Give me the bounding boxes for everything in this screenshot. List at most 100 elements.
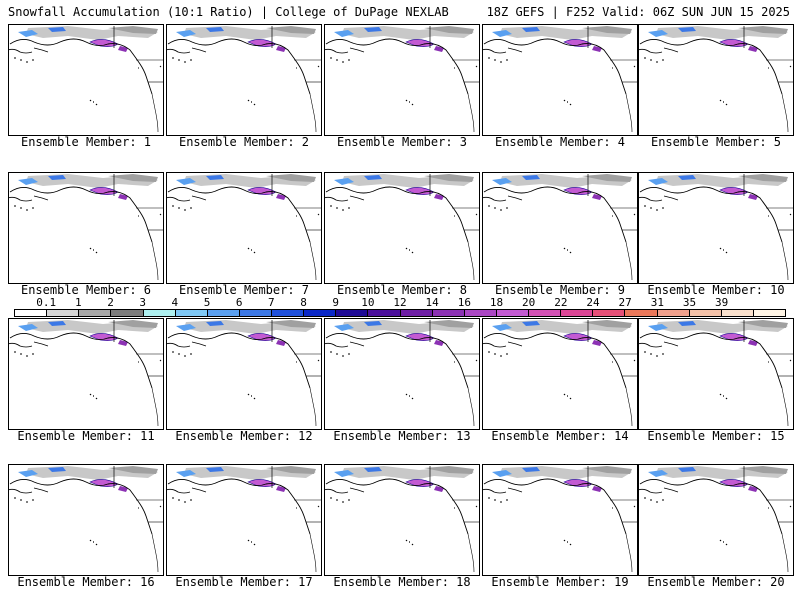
header: Snowfall Accumulation (10:1 Ratio) | Col… [0,0,800,22]
colorbar-tick-label: 31 [650,296,664,309]
snowfall-map [324,318,480,430]
snowfall-map [638,464,794,576]
snowfall-map [166,318,322,430]
colorbar-swatch [593,310,626,316]
ensemble-panel: Ensemble Member: 20 [638,464,794,592]
colorbar-tick-label: 27 [618,296,632,309]
colorbar-swatch [753,310,785,316]
snowfall-map [324,464,480,576]
ensemble-panel: Ensemble Member: 18 [324,464,480,592]
snowfall-map [8,24,164,136]
snowfall-map [482,318,638,430]
ensemble-panel: Ensemble Member: 5 [638,24,794,152]
ensemble-member-label: Ensemble Member: 14 [491,429,629,443]
colorbar-swatches [14,309,786,317]
ensemble-member-label: Ensemble Member: 13 [333,429,471,443]
ensemble-panel: Ensemble Member: 4 [482,24,638,152]
ensemble-member-label: Ensemble Member: 2 [178,135,310,149]
colorbar-swatch [432,310,465,316]
ensemble-panel: Ensemble Member: 15 [638,318,794,446]
colorbar-tick-label: 12 [393,296,407,309]
colorbar-swatch [207,310,240,316]
ensemble-member-label: Ensemble Member: 3 [336,135,468,149]
colorbar-tick-label: 8 [300,296,307,309]
colorbar-tick-label: 1 [75,296,82,309]
snowfall-map [8,464,164,576]
ensemble-panel: Ensemble Member: 9 [482,172,638,300]
colorbar-tick-label: 3 [139,296,146,309]
colorbar-swatch [400,310,433,316]
colorbar-tick-label: 39 [715,296,729,309]
snowfall-map [638,24,794,136]
colorbar-swatch [79,310,112,316]
snowfall-map [638,318,794,430]
ensemble-panel: Ensemble Member: 14 [482,318,638,446]
colorbar-tick-label: 7 [268,296,275,309]
ensemble-member-label: Ensemble Member: 1 [20,135,152,149]
ensemble-panel: Ensemble Member: 11 [8,318,164,446]
ensemble-panel: Ensemble Member: 8 [324,172,480,300]
colorbar-swatch [464,310,497,316]
colorbar-tick-label: 14 [425,296,439,309]
snowfall-map [324,172,480,284]
snowfall-map [8,172,164,284]
colorbar-labels: 0.1 1 2 3 4 5 6 7 8 9 10 12 14 16 18 20 22 24 27 31 35 39 [14,296,786,309]
colorbar-tick-label: 20 [522,296,536,309]
colorbar-tick-label: 16 [457,296,471,309]
ensemble-panel: Ensemble Member: 13 [324,318,480,446]
ensemble-member-label: Ensemble Member: 5 [650,135,782,149]
ensemble-member-label: Ensemble Member: 8 [336,283,468,297]
colorbar-swatch [368,310,401,316]
colorbar-swatch [15,310,48,316]
colorbar-tick-label: 24 [586,296,600,309]
colorbar-swatch [689,310,722,316]
snowfall-map [166,24,322,136]
snowfall-map [482,172,638,284]
ensemble-member-label: Ensemble Member: 7 [178,283,310,297]
colorbar-tick-label: 2 [107,296,114,309]
colorbar-swatch [239,310,272,316]
snowfall-map [482,464,638,576]
ensemble-member-label: Ensemble Member: 6 [20,283,152,297]
ensemble-member-label: Ensemble Member: 9 [494,283,626,297]
colorbar-swatch [657,310,690,316]
colorbar-swatch [47,310,80,316]
colorbar-swatch [529,310,562,316]
run-valid-time: 18Z GEFS | F252 Valid: 06Z SUN JUN 15 20… [486,5,790,19]
ensemble-panel: Ensemble Member: 12 [166,318,322,446]
colorbar-tick-label: 22 [554,296,568,309]
colorbar-swatch [111,310,144,316]
snowfall-map [166,464,322,576]
ensemble-panel: Ensemble Member: 1 [8,24,164,152]
colorbar-swatch [721,310,754,316]
ensemble-panel: Ensemble Member: 6 [8,172,164,300]
ensemble-panel: Ensemble Member: 16 [8,464,164,592]
ensemble-panel: Ensemble Member: 7 [166,172,322,300]
ensemble-member-label: Ensemble Member: 4 [494,135,626,149]
ensemble-member-label: Ensemble Member: 17 [175,575,313,589]
colorbar-tick-label: 18 [489,296,504,309]
ensemble-panel: Ensemble Member: 10 [638,172,794,300]
colorbar-swatch [496,310,529,316]
ensemble-member-label: Ensemble Member: 20 [647,575,785,589]
map-title: Snowfall Accumulation (10:1 Ratio) | Col… [8,5,449,19]
ensemble-panel: Ensemble Member: 19 [482,464,638,592]
snowfall-map [8,318,164,430]
ensemble-panel: Ensemble Member: 17 [166,464,322,592]
colorbar-swatch [304,310,337,316]
ensemble-member-label: Ensemble Member: 15 [647,429,785,443]
ensemble-panel: Ensemble Member: 2 [166,24,322,152]
snowfall-map [638,172,794,284]
colorbar-tick-label: 6 [235,296,243,309]
ensemble-panel: Ensemble Member: 3 [324,24,480,152]
colorbar-swatch [272,310,305,316]
colorbar-tick-label: 35 [682,296,697,309]
snowfall-map [166,172,322,284]
colorbar-tick-label: 4 [171,296,179,309]
snowfall-map [482,24,638,136]
colorbar-swatch [561,310,594,316]
colorbar-swatch [336,310,369,316]
ensemble-member-label: Ensemble Member: 12 [175,429,313,443]
colorbar-tick-label: 9 [332,296,339,309]
snowfall-map [324,24,480,136]
